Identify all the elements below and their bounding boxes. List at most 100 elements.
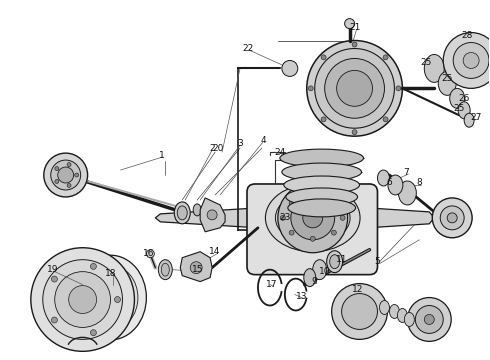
Ellipse shape [266,184,360,252]
Circle shape [289,230,294,235]
Circle shape [51,160,81,190]
Text: 2: 2 [209,144,215,153]
Text: 19: 19 [47,265,58,274]
Circle shape [352,130,357,135]
Circle shape [443,32,490,88]
Ellipse shape [438,71,456,95]
FancyBboxPatch shape [247,184,377,275]
Circle shape [321,117,326,122]
Text: 27: 27 [470,113,482,122]
Circle shape [383,117,388,122]
Circle shape [310,194,315,199]
Circle shape [383,55,388,60]
Circle shape [55,272,111,328]
Text: 20: 20 [213,144,224,153]
Ellipse shape [275,192,350,244]
Circle shape [424,315,434,324]
Ellipse shape [286,188,358,206]
Circle shape [280,215,285,220]
Ellipse shape [404,312,415,327]
Circle shape [396,86,401,91]
Ellipse shape [464,113,474,127]
Circle shape [69,285,97,314]
Circle shape [278,183,347,253]
Ellipse shape [282,163,362,181]
Circle shape [289,201,294,206]
Polygon shape [368,208,434,228]
Ellipse shape [74,255,147,340]
Text: 15: 15 [193,265,204,274]
Circle shape [115,297,121,302]
Text: 10: 10 [319,267,330,276]
Text: 1: 1 [159,150,165,159]
Polygon shape [155,208,258,228]
Text: 25: 25 [453,104,465,113]
Text: 21: 21 [349,23,360,32]
Circle shape [331,230,336,235]
Ellipse shape [397,309,407,323]
Ellipse shape [193,204,201,216]
Circle shape [147,250,154,258]
Text: 8: 8 [416,179,422,188]
Ellipse shape [327,251,343,273]
Ellipse shape [330,255,340,269]
Text: 25: 25 [420,58,432,67]
Circle shape [43,260,122,339]
Ellipse shape [158,260,172,280]
Text: 16: 16 [143,249,154,258]
Text: 24: 24 [274,148,286,157]
Circle shape [44,153,88,197]
Text: 4: 4 [260,136,266,145]
Ellipse shape [458,102,470,119]
Circle shape [91,330,97,336]
Ellipse shape [280,149,364,167]
Circle shape [310,236,315,241]
Text: 14: 14 [209,247,221,256]
Circle shape [416,306,443,333]
Circle shape [342,293,377,329]
Circle shape [352,42,357,47]
Text: 28: 28 [462,31,473,40]
Circle shape [447,213,457,223]
Ellipse shape [424,54,444,82]
Ellipse shape [177,206,187,220]
Text: 6: 6 [387,179,392,188]
Ellipse shape [398,181,416,205]
Circle shape [453,42,489,78]
Text: 25: 25 [441,74,453,83]
Circle shape [67,163,71,167]
Circle shape [51,276,57,282]
Circle shape [315,49,394,128]
Ellipse shape [83,265,138,330]
Circle shape [31,248,134,351]
Circle shape [407,298,451,341]
Circle shape [340,215,345,220]
Circle shape [440,206,464,230]
Text: 12: 12 [352,285,363,294]
Text: 11: 11 [336,255,347,264]
Ellipse shape [379,301,390,315]
Ellipse shape [388,175,403,195]
Circle shape [91,264,97,269]
Circle shape [282,60,298,76]
Ellipse shape [288,199,356,217]
Text: 26: 26 [459,94,470,103]
Text: 17: 17 [266,280,278,289]
Polygon shape [200,198,225,232]
Text: 22: 22 [243,44,254,53]
Ellipse shape [174,202,190,224]
Circle shape [432,198,472,238]
Circle shape [55,167,59,171]
Circle shape [67,184,71,188]
Circle shape [51,317,57,323]
Polygon shape [180,252,212,282]
Text: 23: 23 [279,213,291,222]
Circle shape [337,71,372,106]
Circle shape [207,210,217,220]
Text: 5: 5 [375,257,380,266]
Circle shape [321,55,326,60]
Circle shape [55,180,59,184]
Ellipse shape [161,263,169,276]
Circle shape [303,208,323,228]
Circle shape [58,167,74,183]
